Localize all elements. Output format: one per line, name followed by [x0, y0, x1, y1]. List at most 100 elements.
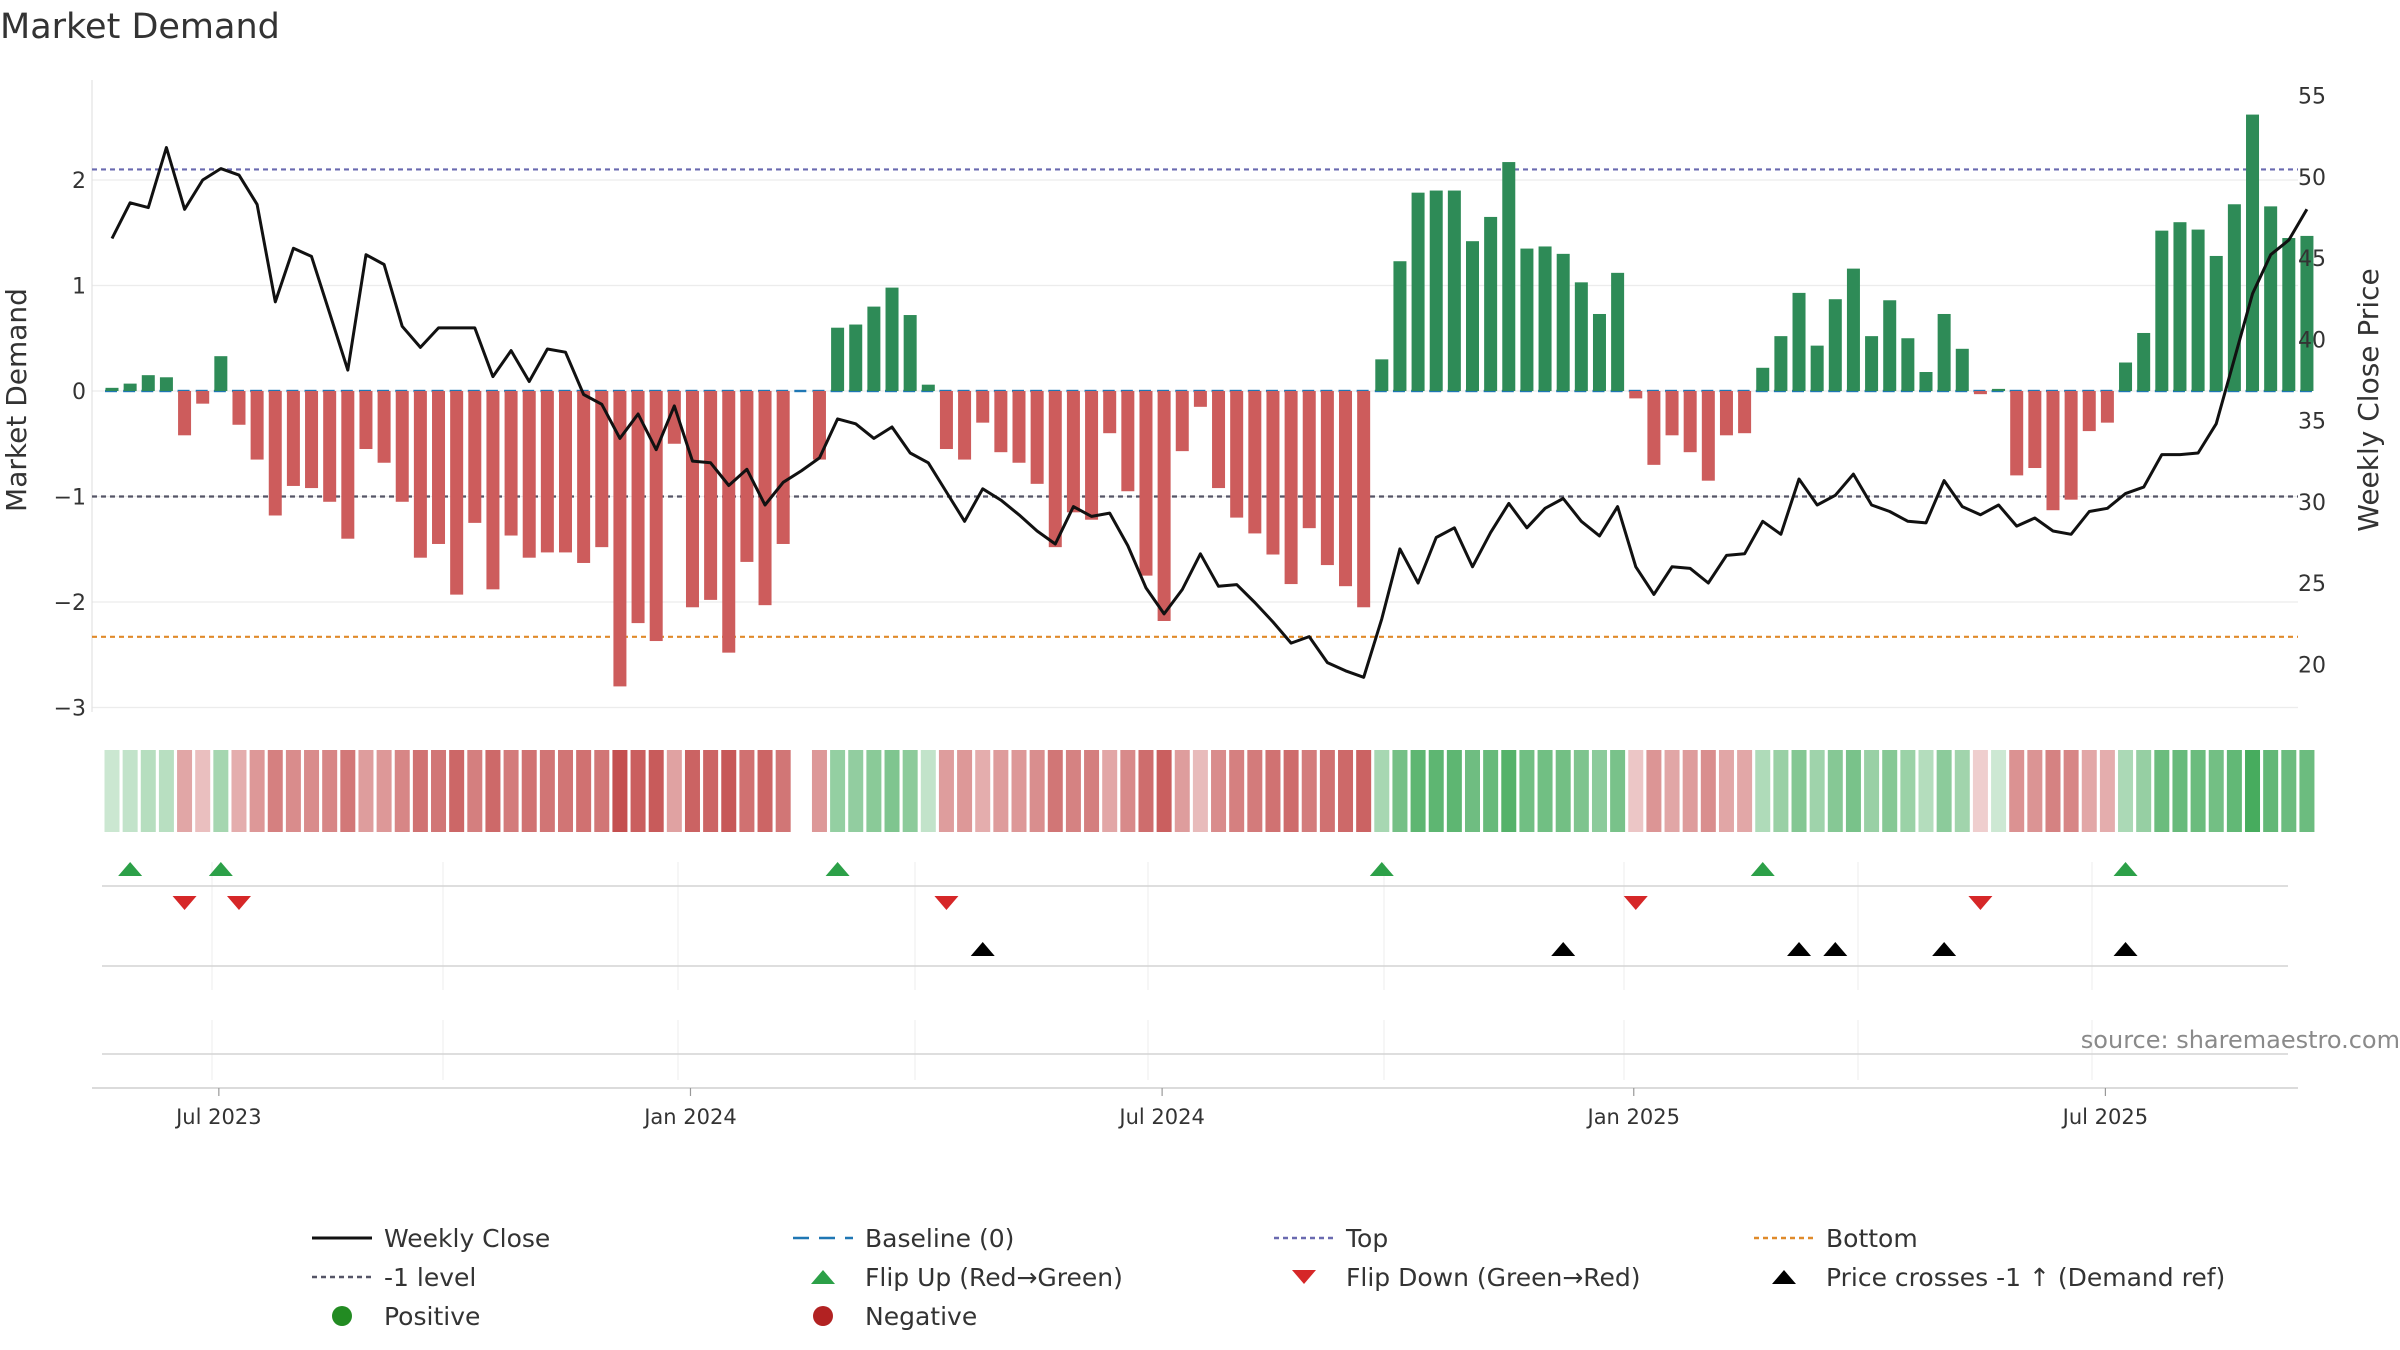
strip-cell: [1519, 750, 1535, 832]
demand-bar: [1901, 338, 1915, 391]
strip-cell: [811, 750, 827, 832]
demand-bar: [323, 391, 337, 502]
demand-bars: [105, 114, 2314, 687]
demand-bar: [432, 391, 446, 544]
left-tick-label: −3: [54, 697, 86, 722]
strip-cell: [322, 750, 338, 832]
legend: Weekly Close Baseline (0) Top Bottom -1 leve…: [312, 1224, 2225, 1331]
demand-bar: [359, 391, 373, 450]
legend-swatch: [811, 1270, 835, 1284]
demand-bar: [1774, 336, 1788, 391]
demand-bar: [1574, 282, 1588, 391]
strip-cell: [1954, 750, 1970, 832]
demand-bar: [1411, 192, 1425, 391]
demand-bar: [540, 391, 554, 553]
flip-up-marker: [208, 862, 233, 876]
strip-cell: [2081, 750, 2097, 832]
demand-bar: [1121, 391, 1135, 492]
demand-bar: [903, 315, 917, 391]
x-tick-label: Jan 2024: [642, 1105, 737, 1129]
demand-bar: [885, 287, 899, 391]
flip-down-marker: [1623, 896, 1648, 910]
demand-bar: [232, 391, 246, 425]
strip-cell: [703, 750, 719, 832]
demand-bar: [413, 391, 427, 558]
demand-bar: [958, 391, 972, 460]
strip-cell: [594, 750, 610, 832]
strip-cell: [2154, 750, 2170, 832]
strip-cell: [957, 750, 973, 832]
demand-bar: [631, 391, 645, 624]
x-tick-label: Jul 2025: [2061, 1105, 2148, 1129]
demand-bar: [1611, 272, 1625, 391]
strip-cell: [340, 750, 356, 832]
demand-bar: [286, 391, 300, 486]
legend-label: Negative: [865, 1302, 977, 1331]
strip-cell: [2208, 750, 2224, 832]
strip-cell: [1374, 750, 1390, 832]
demand-bar: [1012, 391, 1026, 463]
strip-cell: [1555, 750, 1571, 832]
demand-bar: [1665, 391, 1679, 436]
demand-bar: [377, 391, 391, 463]
demand-bar: [1883, 300, 1897, 391]
demand-bar: [1520, 248, 1534, 391]
demand-bar: [1538, 246, 1552, 391]
strip-cell: [1573, 750, 1589, 832]
price-line-group: [110, 146, 2309, 679]
strip-cell: [1918, 750, 1934, 832]
demand-bar: [2010, 391, 2024, 476]
demand-bar: [2064, 391, 2078, 500]
strip-cell: [394, 750, 410, 832]
demand-bar: [812, 391, 826, 460]
strip-cell: [1356, 750, 1372, 832]
demand-bar: [504, 391, 518, 536]
strip-cell: [975, 750, 991, 832]
legend-swatch: [1772, 1270, 1796, 1284]
demand-bar: [395, 391, 409, 502]
flip-down-marker: [1968, 896, 1993, 910]
demand-bar: [2300, 235, 2314, 391]
demand-bar: [740, 391, 754, 562]
strip-cell: [1827, 750, 1843, 832]
demand-bar: [1429, 190, 1443, 391]
strip-cell: [1628, 750, 1644, 832]
demand-bar: [1792, 292, 1806, 391]
right-tick-label: 40: [2298, 328, 2326, 353]
demand-bar: [1139, 391, 1153, 576]
demand-bar: [1955, 348, 1969, 391]
strip-cell: [2045, 750, 2061, 832]
strip-cell: [1428, 750, 1444, 832]
legend-swatch: [332, 1306, 352, 1326]
demand-bar: [1738, 391, 1752, 434]
strip-cell: [412, 750, 428, 832]
strip-cell: [467, 750, 483, 832]
strip-cell: [1591, 750, 1607, 832]
strip-cell: [1229, 750, 1245, 832]
strip-cell: [630, 750, 646, 832]
flip-down-marker: [934, 896, 959, 910]
demand-bar: [1248, 391, 1262, 534]
demand-bar: [2046, 391, 2060, 511]
strip-cell: [1192, 750, 1208, 832]
demand-bar: [1865, 336, 1879, 391]
demand-bar: [667, 391, 681, 444]
strip-cell: [1084, 750, 1100, 832]
strip-cell: [521, 750, 537, 832]
strip-cell: [485, 750, 501, 832]
strip-cell: [848, 750, 864, 832]
legend-label: -1 level: [384, 1263, 476, 1292]
demand-bar: [2209, 255, 2223, 391]
flip-up-marker: [2113, 862, 2138, 876]
strip-cell: [1156, 750, 1172, 832]
demand-bar: [2246, 114, 2260, 391]
left-tick-label: 2: [72, 169, 86, 194]
demand-bar: [939, 391, 953, 450]
strip-cell: [1882, 750, 1898, 832]
left-tick-label: 0: [72, 380, 86, 405]
demand-bar: [704, 391, 718, 600]
demand-bar: [831, 327, 845, 391]
strip-cell: [1809, 750, 1825, 832]
strip-cell: [648, 750, 664, 832]
strip-cell: [2136, 750, 2152, 832]
